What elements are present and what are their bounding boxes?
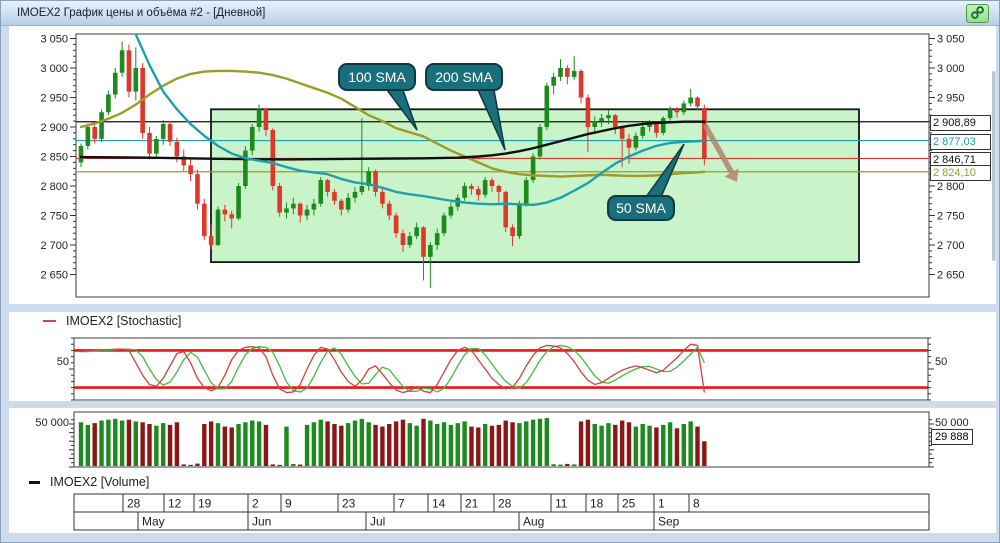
sma50-value-box: 2 877,03 — [930, 133, 991, 150]
date-cell — [653, 511, 930, 531]
svg-text:2 850: 2 850 — [40, 152, 68, 164]
svg-text:Jun: Jun — [252, 515, 271, 529]
sma200-callout[interactable]: 200 SMA — [425, 63, 503, 91]
volume-right-tick: 50 000 — [935, 417, 969, 429]
svg-text:3 000: 3 000 — [937, 63, 965, 75]
date-cell — [365, 511, 520, 531]
volume-legend[interactable]: IMOEX2 [Volume] — [29, 475, 149, 489]
svg-text:12: 12 — [168, 497, 182, 511]
stochastic-d-line — [81, 344, 705, 393]
date-cell — [73, 511, 139, 531]
sma100-callout[interactable]: 100 SMA — [338, 63, 416, 91]
svg-text:11: 11 — [555, 497, 568, 511]
svg-text:1: 1 — [658, 497, 665, 511]
svg-text:23: 23 — [342, 497, 356, 511]
svg-text:Jul: Jul — [370, 515, 385, 529]
svg-text:2 900: 2 900 — [40, 122, 68, 134]
svg-text:May: May — [142, 515, 165, 529]
svg-text:18: 18 — [590, 497, 604, 511]
svg-text:2 700: 2 700 — [937, 240, 965, 252]
svg-text:2 950: 2 950 — [40, 93, 68, 105]
chain-link-icon — [970, 5, 985, 23]
sma100-value-box: 2 824,10 — [930, 165, 991, 181]
svg-text:3 000: 3 000 — [40, 63, 68, 75]
svg-text:2 650: 2 650 — [40, 270, 68, 282]
stochastic-panel — [69, 337, 934, 401]
svg-text:2 950: 2 950 — [937, 93, 965, 105]
svg-text:14: 14 — [432, 497, 446, 511]
svg-text:28: 28 — [498, 497, 512, 511]
svg-text:21: 21 — [465, 497, 479, 511]
svg-text:2 750: 2 750 — [40, 211, 68, 223]
volume-legend-label: IMOEX2 [Volume] — [50, 475, 150, 489]
volume-left-tick: 50 000 — [35, 417, 69, 429]
sma200-line — [79, 120, 706, 161]
svg-text:2 650: 2 650 — [937, 270, 965, 282]
sma50-line — [134, 33, 706, 207]
svg-text:2 750: 2 750 — [937, 211, 965, 223]
sma50-callout[interactable]: 50 SMA — [607, 195, 675, 221]
date-cell — [688, 493, 930, 513]
svg-text:Sep: Sep — [658, 515, 680, 529]
down-arrow — [703, 124, 739, 182]
stochastic-k-line — [80, 343, 705, 394]
current-volume-box: 29 888 — [931, 429, 973, 445]
svg-text:19: 19 — [198, 497, 212, 511]
svg-text:9: 9 — [285, 497, 292, 511]
link-charts-button[interactable] — [966, 4, 989, 23]
svg-text:8: 8 — [693, 497, 700, 511]
stochastic-legend[interactable]: IMOEX2 [Stochastic] — [43, 314, 181, 328]
stochastic-legend-swatch — [43, 320, 56, 322]
title-bar[interactable]: IMOEX2 График цены и объёма #2 - [Дневно… — [1, 1, 999, 26]
svg-text:25: 25 — [622, 497, 636, 511]
consolidation-zone — [210, 108, 860, 264]
svg-text:3 050: 3 050 — [40, 34, 68, 46]
window-title: IMOEX2 График цены и объёма #2 - [Дневно… — [17, 7, 266, 19]
svg-text:Aug: Aug — [523, 515, 544, 529]
panel-separator — [9, 401, 996, 408]
volume-legend-swatch — [29, 480, 40, 484]
svg-text:3 050: 3 050 — [937, 34, 965, 46]
svg-text:28: 28 — [127, 497, 141, 511]
last-sma200-value-box: 2 908,89 — [930, 114, 991, 131]
vertical-scrollbar[interactable] — [992, 71, 996, 261]
panel-separator — [9, 304, 996, 312]
svg-text:2 800: 2 800 — [40, 181, 68, 193]
svg-text:2: 2 — [252, 497, 259, 511]
stochastic-right-tick: 50 — [935, 356, 948, 368]
stochastic-left-tick: 50 — [56, 356, 69, 368]
svg-text:2 800: 2 800 — [937, 181, 965, 193]
volume-panel — [69, 411, 934, 468]
sma100-line — [79, 69, 706, 178]
stochastic-legend-label: IMOEX2 [Stochastic] — [66, 314, 182, 328]
date-cell — [73, 493, 124, 513]
svg-text:7: 7 — [398, 497, 405, 511]
svg-text:2 700: 2 700 — [40, 240, 68, 252]
